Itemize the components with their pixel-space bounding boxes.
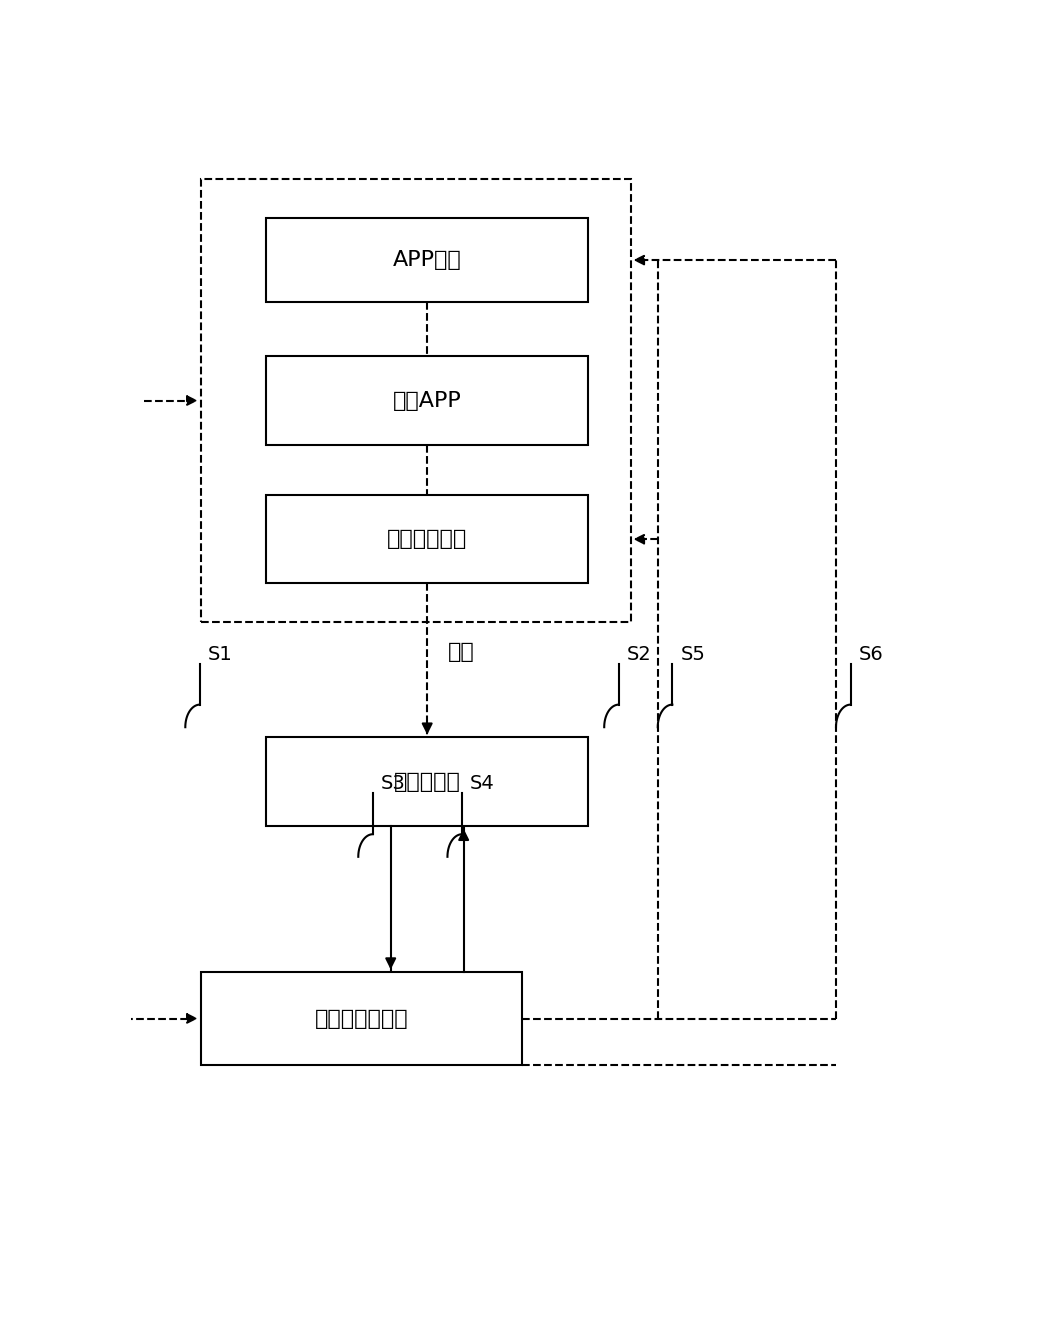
Text: S1: S1 (208, 645, 233, 664)
Text: S6: S6 (859, 645, 884, 664)
Text: 刷码: 刷码 (448, 643, 474, 663)
Text: 自动检票机: 自动检票机 (393, 772, 460, 792)
Bar (267, 356, 588, 445)
Bar (267, 495, 588, 584)
Text: 互联网票务系统: 互联网票务系统 (315, 1009, 408, 1029)
Text: 用户APP: 用户APP (393, 391, 461, 411)
Text: 二维码乘车码: 二维码乘车码 (387, 529, 468, 549)
Bar (267, 737, 588, 826)
Bar (267, 217, 588, 303)
Text: S2: S2 (627, 645, 652, 664)
Text: S3: S3 (381, 774, 406, 793)
Bar (201, 972, 522, 1065)
Bar (201, 179, 631, 623)
Text: APP后台: APP后台 (393, 251, 461, 271)
Text: S4: S4 (470, 774, 495, 793)
Text: S5: S5 (681, 645, 705, 664)
